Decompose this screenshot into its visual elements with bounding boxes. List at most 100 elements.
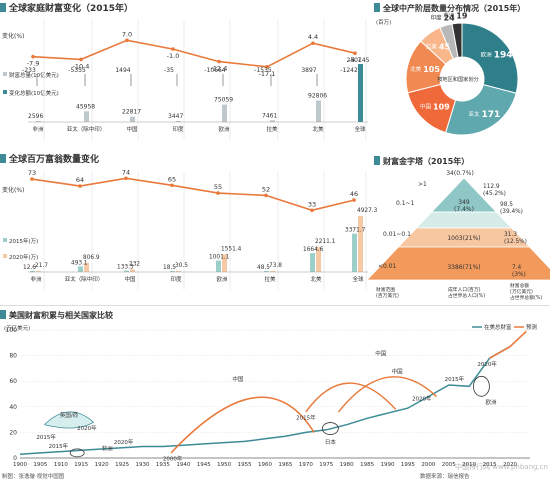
pie-center-label: 按地区和国家划分 — [437, 75, 479, 83]
change-point — [352, 198, 356, 202]
divider — [0, 305, 550, 306]
legend-label-us: 在美总财富 — [484, 323, 512, 331]
region-label: 北美 — [312, 125, 324, 133]
bar-2020 — [130, 269, 135, 272]
value-2015-label: 3371.7 — [345, 228, 366, 234]
wealth-value-label: 22817 — [122, 109, 141, 116]
wealth-bar — [130, 116, 135, 122]
change-pct-label: 7.0 — [122, 30, 132, 38]
legend-label-forecast: 预测 — [526, 323, 538, 331]
pie-category-label: 欧洲 — [481, 51, 493, 59]
pie-category-label: 中国 — [420, 103, 432, 111]
pyramid-axis-label: 财富范围 — [376, 286, 395, 293]
x-tick-label: 1995 — [401, 462, 415, 468]
change-point — [264, 193, 268, 198]
change-point — [171, 47, 175, 51]
panel3-title: 全球中产阶层数量分布情况（2015年） — [382, 3, 525, 13]
pyramid-axis-label: (百万美元) — [376, 292, 399, 299]
wealth-value-label: 250145 — [347, 57, 370, 64]
change-point — [78, 184, 82, 188]
change-pct-label: -4.7 — [349, 56, 362, 64]
change-pct-label: 55 — [214, 183, 222, 191]
china-arc-2020 — [337, 376, 437, 413]
change-point — [30, 177, 34, 181]
x-tick-label: 1900 — [13, 462, 27, 468]
wealth-bar — [316, 100, 321, 122]
pyramid-axis-label: 占世界总额(%) — [510, 294, 542, 301]
pie-value-label: 105 — [423, 65, 440, 74]
wealth-total-label: 112.9 — [483, 184, 500, 190]
legend-swatch-2020 — [3, 254, 7, 258]
credit: 制图：张逸璇 视觉中国图 — [2, 472, 65, 480]
y-tick-label: 0 — [13, 455, 17, 462]
x-tick-label: 1930 — [136, 462, 150, 468]
panel2-change-label: 变化(%) — [2, 186, 24, 194]
arc-label: 英国/荷 — [60, 411, 79, 419]
change-point — [265, 65, 269, 69]
value-2020-label: 30.5 — [175, 263, 188, 269]
region-label: 欧洲 — [216, 275, 228, 283]
pyramid-level-label: 3386(71%) — [447, 264, 480, 271]
legend-swatch-2015 — [3, 238, 7, 242]
change-pct-label: -17.1 — [259, 70, 276, 78]
bar-2020 — [84, 262, 89, 272]
change-total-label: -233 — [22, 67, 36, 74]
china-arc-2000 — [170, 396, 315, 454]
title-marker — [0, 3, 6, 12]
change-pct-label: 73 — [28, 169, 36, 177]
x-tick-label: 2015 — [483, 462, 497, 468]
region-label: 全球 — [352, 275, 364, 283]
x-tick-label: 1975 — [319, 462, 333, 468]
x-tick-label: 1970 — [299, 462, 313, 468]
bar-2015 — [30, 271, 35, 272]
year-label: 2015年 — [445, 375, 465, 383]
wealth-total-label: (3%) — [512, 272, 526, 278]
panel3-unit: (百万) — [376, 19, 391, 26]
panel4-title: 财富金字塔（2015年） — [382, 156, 469, 166]
change-pct-label: 65 — [168, 175, 176, 183]
value-2015-label: 48.5 — [257, 265, 270, 271]
change-pct-label: -10.4 — [73, 62, 90, 70]
change-point — [216, 191, 220, 195]
title-marker — [374, 156, 380, 165]
change-pct-label: 74 — [122, 168, 130, 176]
pyramid-level-label: 1003(21%) — [447, 235, 480, 242]
pie-category-label: 拉美 — [426, 42, 438, 50]
uk-nl-loop — [44, 411, 95, 429]
region-label: 中国 — [124, 275, 136, 283]
title-marker — [374, 3, 380, 12]
value-2020-label: 2211.1 — [315, 239, 336, 245]
africa-loop — [69, 448, 85, 458]
arc-label: 中国 — [375, 350, 387, 358]
pyramid-axis-label: 占世界总人口(%) — [448, 292, 485, 299]
wealth-bar — [84, 111, 89, 122]
change-point — [353, 51, 357, 55]
panel1-header: 全球家庭财富变化（2015年） 变化(%) 财富总量(10亿美元) 变化总额(1… — [0, 2, 133, 97]
x-tick-label: 1915 — [74, 462, 88, 468]
wealth-bar — [358, 64, 363, 122]
wealth-value-label: 92806 — [308, 93, 327, 100]
pie-category-label: 印度 — [431, 14, 443, 22]
arc-label: 非洲 — [102, 444, 114, 452]
pie-category-label: 亚太 — [468, 110, 480, 118]
x-tick-label: 1965 — [278, 462, 292, 468]
x-tick-label: 1920 — [95, 462, 109, 468]
title-marker — [0, 154, 6, 163]
region-label: 拉美 — [266, 125, 278, 133]
x-tick-label: 1960 — [258, 462, 272, 468]
value-2020-label: 1551.4 — [221, 246, 242, 252]
year-label: 2000年 — [163, 455, 183, 463]
y-tick-label: 20 — [9, 429, 17, 436]
panel5-unit: (万亿美元) — [4, 324, 30, 332]
x-tick-label: 2010 — [462, 462, 476, 468]
change-point — [79, 57, 83, 62]
arc-label: 欧洲 — [486, 398, 498, 406]
wealth-value-label: 75059 — [214, 97, 233, 104]
x-tick-label: 1910 — [54, 462, 68, 468]
legend-swatch-wealth — [3, 72, 7, 76]
value-2015-label: 1001.1 — [209, 255, 230, 261]
change-total-label: -5355 — [68, 67, 86, 74]
bar-2020 — [222, 254, 227, 272]
year-label: 2015年 — [36, 433, 56, 441]
